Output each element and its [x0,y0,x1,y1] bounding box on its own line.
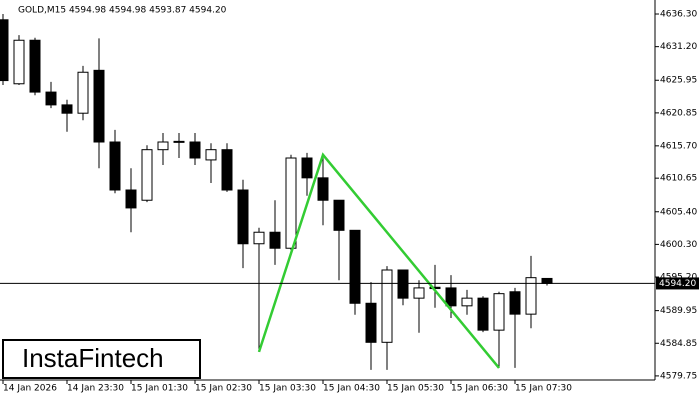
candle-body [509,291,521,315]
y-tick-label: 4620.85 [660,108,697,118]
x-tick-label: 15 Jan 06:30 [451,384,508,394]
candle-body [445,287,457,307]
candle-body [461,297,473,307]
y-tick-label: 4631.20 [660,42,697,52]
price-label-box [656,277,699,290]
x-tick-label: 14 Jan 23:30 [67,384,124,394]
candle-body [285,157,297,249]
candle-body [349,229,361,304]
y-tick-label: 4589.95 [660,306,697,316]
candle-body [205,149,217,161]
x-tick-label: 14 Jan 2026 [3,384,57,394]
candle-body [77,71,89,114]
candle-body [477,297,489,331]
candle-body [157,141,169,151]
y-tick-label: 4610.65 [660,174,697,184]
candle-body [189,141,201,159]
candle-body [269,231,281,249]
x-tick-label: 15 Jan 04:30 [323,384,380,394]
candle-body [541,277,553,284]
candle-body [237,189,249,245]
logo: InstaFintech [22,343,164,373]
y-tick-label: 4605.40 [660,207,697,217]
candle-body [61,104,73,114]
candle-body [109,141,121,191]
candle-body [365,302,377,343]
candle-body [45,91,57,106]
candle-body [141,149,153,201]
x-tick-label: 15 Jan 07:30 [515,384,572,394]
candle-body [253,231,265,245]
candle-body [397,269,409,299]
pattern-line [257,152,500,369]
candle-body [0,19,9,82]
candle-body [13,39,25,85]
y-tick-label: 4615.70 [660,141,697,151]
y-tick-label: 4584.85 [660,339,697,349]
candle-body [221,149,233,191]
candle-body [317,177,329,201]
candle-body [125,189,137,209]
candle-body [173,140,185,143]
candle-body [333,199,345,231]
price-label: 4594.20 [659,279,696,289]
y-tick-label: 4579.75 [660,371,697,381]
candle-body [525,277,537,315]
x-tick-label: 15 Jan 05:30 [387,384,444,394]
y-tick-label: 4625.95 [660,76,697,86]
x-tick-label: 15 Jan 01:30 [131,384,188,394]
y-tick-label: 4636.30 [660,10,697,20]
x-tick-label: 15 Jan 03:30 [259,384,316,394]
logo-box [2,339,201,379]
candle-body [29,39,41,93]
candle-body [413,287,425,299]
x-tick-label: 15 Jan 02:30 [195,384,252,394]
chart-title: GOLD,M15 4594.98 4594.98 4593.87 4594.20 [18,6,227,16]
y-tick-label: 4600.30 [660,240,697,250]
candle-body [493,293,505,331]
candle-body [301,157,313,179]
candle-body [381,269,393,343]
candle-body [93,69,105,143]
